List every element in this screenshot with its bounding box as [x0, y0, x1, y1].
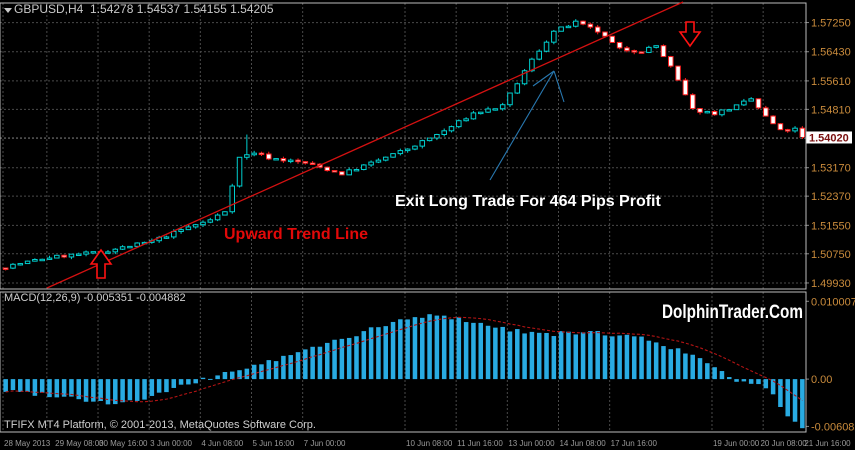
svg-text:Exit Long Trade For 464 Pips P: Exit Long Trade For 464 Pips Profit: [395, 193, 662, 210]
svg-text:1.51550: 1.51550: [811, 220, 851, 232]
svg-text:20 Jun 08:00: 20 Jun 08:00: [760, 439, 807, 448]
svg-text:11 Jun 16:00: 11 Jun 16:00: [457, 439, 503, 448]
svg-text:13 Jun 00:00: 13 Jun 00:00: [508, 439, 555, 448]
svg-text:1.56430: 1.56430: [811, 47, 851, 59]
svg-text:14 Jun 08:00: 14 Jun 08:00: [559, 439, 606, 448]
svg-text:1.55610: 1.55610: [811, 76, 851, 88]
svg-text:1.57250: 1.57250: [811, 18, 851, 30]
svg-text:1.50750: 1.50750: [811, 249, 851, 261]
svg-text:0.010007: 0.010007: [811, 296, 855, 308]
svg-text:17 Jun 16:00: 17 Jun 16:00: [611, 439, 658, 448]
svg-text:GBPUSD,H4 1.54278 1.54537 1.5: GBPUSD,H4 1.54278 1.54537 1.54155 1.5420…: [14, 2, 274, 16]
svg-text:1.53170: 1.53170: [811, 163, 851, 175]
svg-text:19 Jun 00:00: 19 Jun 00:00: [713, 439, 760, 448]
svg-text:1.54020: 1.54020: [809, 132, 849, 144]
svg-text:1.49930: 1.49930: [811, 278, 851, 290]
svg-text:Upward Trend Line: Upward Trend Line: [224, 226, 368, 243]
svg-text:1.54810: 1.54810: [811, 104, 851, 116]
svg-text:7 Jun 00:00: 7 Jun 00:00: [304, 439, 346, 448]
svg-text:28 May 2013: 28 May 2013: [4, 439, 51, 448]
svg-text:1.52370: 1.52370: [811, 191, 851, 203]
svg-text:5 Jun 16:00: 5 Jun 16:00: [253, 439, 295, 448]
svg-text:10 Jun 08:00: 10 Jun 08:00: [406, 439, 453, 448]
svg-text:21 Jun 16:00: 21 Jun 16:00: [804, 439, 851, 448]
svg-text:TFIFX MT4 Platform, © 2001-201: TFIFX MT4 Platform, © 2001-2013, MetaQuo…: [4, 419, 316, 431]
svg-text:MACD(12,26,9) -0.005351 -0.004: MACD(12,26,9) -0.005351 -0.004882: [4, 292, 186, 304]
svg-text:0.00: 0.00: [811, 374, 832, 386]
svg-text:3 Jun 00:00: 3 Jun 00:00: [150, 439, 192, 448]
svg-text:29 May 08:00: 29 May 08:00: [55, 439, 104, 448]
svg-text:4 Jun 08:00: 4 Jun 08:00: [201, 439, 243, 448]
svg-text:DolphinTrader.Com: DolphinTrader.Com: [662, 302, 803, 323]
svg-text:30 May 16:00: 30 May 16:00: [99, 439, 148, 448]
svg-text:-0.006082: -0.006082: [811, 421, 855, 433]
